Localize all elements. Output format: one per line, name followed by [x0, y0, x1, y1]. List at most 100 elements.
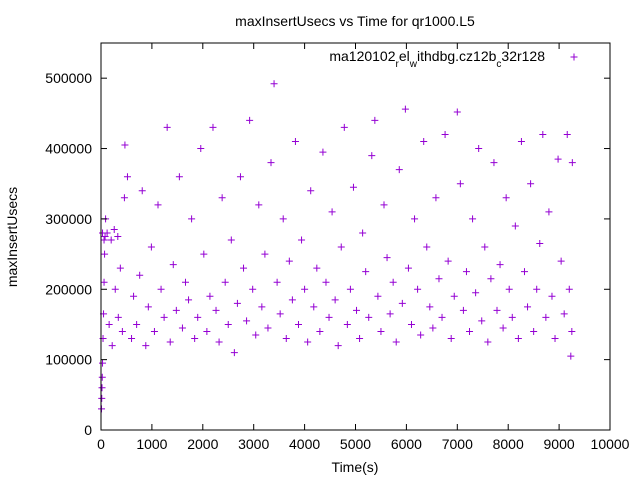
- data-point: [368, 152, 376, 160]
- data-point: [157, 285, 165, 293]
- data-point: [411, 215, 419, 223]
- legend-text-part: 32r128: [501, 48, 545, 64]
- data-point: [197, 145, 205, 153]
- data-point: [105, 320, 113, 328]
- x-tick-label: 9000: [544, 436, 575, 452]
- data-point: [270, 80, 278, 88]
- data-point: [551, 335, 559, 343]
- data-point: [420, 138, 428, 146]
- data-point: [230, 349, 238, 357]
- data-point: [166, 338, 174, 346]
- data-point: [150, 327, 158, 335]
- data-point: [215, 338, 223, 346]
- data-point: [487, 275, 495, 283]
- data-point: [380, 201, 388, 209]
- data-point: [279, 215, 287, 223]
- data-point: [328, 208, 336, 216]
- data-point: [478, 317, 486, 325]
- data-point: [172, 306, 180, 314]
- data-point: [110, 225, 118, 233]
- data-point: [108, 342, 116, 350]
- data-point: [417, 331, 425, 339]
- data-point: [240, 264, 248, 272]
- data-point: [138, 187, 146, 195]
- data-point: [331, 296, 339, 304]
- data-point: [444, 257, 452, 265]
- x-tick-label: 5000: [340, 436, 371, 452]
- data-point: [313, 264, 321, 272]
- chart-title: maxInsertUsecs vs Time for qr1000.L5: [235, 13, 475, 29]
- data-point: [233, 299, 241, 307]
- data-point: [218, 194, 226, 202]
- data-point: [114, 313, 122, 321]
- data-point: [276, 310, 284, 318]
- data-point: [447, 335, 455, 343]
- data-point: [568, 327, 576, 335]
- legend: ma120102relwithdbg.cz12bc32r128: [329, 48, 578, 70]
- data-point: [307, 187, 315, 195]
- data-point: [356, 335, 364, 343]
- x-tick-label: 6000: [391, 436, 422, 452]
- legend-subscript: c: [496, 59, 501, 70]
- data-point: [548, 292, 556, 300]
- data-point: [267, 159, 275, 167]
- x-tick-label: 0: [97, 436, 105, 452]
- data-point: [401, 105, 409, 113]
- data-point: [98, 405, 106, 413]
- data-point: [505, 285, 513, 293]
- data-point: [114, 233, 122, 240]
- data-point: [557, 257, 565, 265]
- data-point: [285, 257, 293, 265]
- y-tick-label: 0: [84, 422, 92, 438]
- data-point: [423, 243, 431, 251]
- data-point: [301, 285, 309, 293]
- data-point: [294, 320, 302, 328]
- data-point: [374, 292, 382, 300]
- data-point: [386, 310, 394, 318]
- data-point: [469, 215, 477, 223]
- data-point: [349, 183, 357, 191]
- y-tick-label: 400000: [45, 141, 92, 157]
- legend-marker-symbol: [570, 53, 578, 61]
- data-point: [236, 173, 244, 181]
- data-point: [246, 116, 254, 124]
- data-point: [377, 327, 385, 335]
- data-point: [136, 271, 144, 279]
- data-point: [121, 141, 129, 149]
- data-point: [264, 324, 272, 332]
- data-point: [383, 254, 391, 262]
- legend-text-part: ma120102: [329, 48, 395, 64]
- data-point: [147, 243, 155, 251]
- data-point: [365, 313, 373, 321]
- data-point: [392, 338, 400, 346]
- data-point: [163, 123, 171, 131]
- data-point: [353, 306, 361, 314]
- data-point: [175, 173, 183, 181]
- data-point: [429, 324, 437, 332]
- data-point: [542, 313, 550, 321]
- data-point: [194, 313, 202, 321]
- x-tick-label: 2000: [187, 436, 218, 452]
- data-point: [456, 180, 464, 188]
- data-point: [261, 250, 269, 258]
- x-tick-label: 4000: [289, 436, 320, 452]
- legend-subscript: r: [396, 59, 400, 70]
- legend-text-part: el: [399, 48, 410, 64]
- data-point: [255, 201, 263, 209]
- data-point: [100, 278, 108, 286]
- data-point: [511, 222, 519, 230]
- data-point: [426, 303, 434, 311]
- data-point: [484, 338, 492, 346]
- data-point: [191, 335, 199, 343]
- data-point: [472, 289, 480, 297]
- x-axis-label: Time(s): [332, 459, 379, 475]
- data-point: [185, 296, 193, 304]
- data-point: [203, 327, 211, 335]
- data-point: [508, 313, 516, 321]
- data-point: [118, 327, 126, 335]
- data-point: [310, 303, 318, 311]
- legend-marker: [570, 53, 578, 61]
- y-tick-label: 100000: [45, 352, 92, 368]
